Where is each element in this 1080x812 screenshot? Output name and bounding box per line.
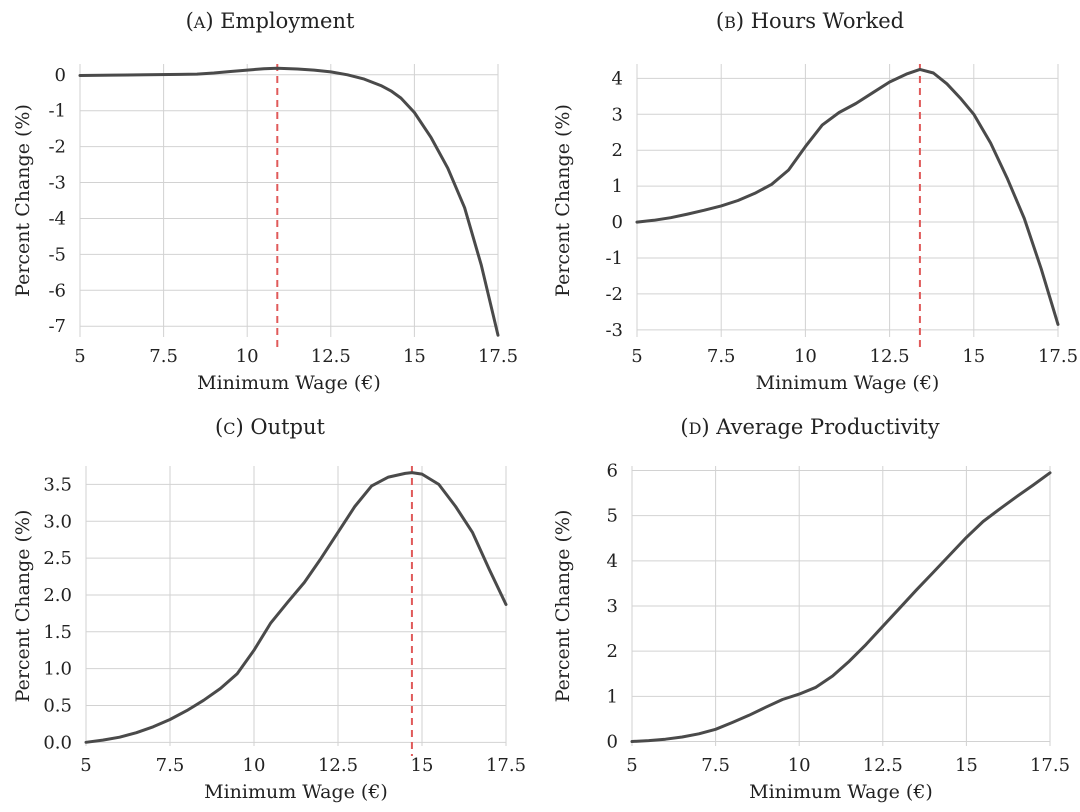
x-tick-label: 5 <box>631 346 642 367</box>
y-tick-label: 0.5 <box>43 695 72 716</box>
y-tick-label: -3 <box>48 173 66 194</box>
panel-average-productivity: 5 7.5 10 12.5 15 17.5 6 5 4 3 2 1 0 Minimum Wage (€) P… <box>540 406 1080 812</box>
x-tick-label: 17.5 <box>1030 755 1070 776</box>
x-tick-label: 12.5 <box>870 346 910 367</box>
y-tick-label: 0.0 <box>43 732 72 753</box>
y-tick-label: -2 <box>48 137 66 158</box>
chart-employment: 5 7.5 10 12.5 15 17.5 0 -1 -2 -3 -4 -5 -6 -7 Minimum W… <box>12 9 518 394</box>
y-tick-label: -6 <box>48 280 66 301</box>
y-tick-label: 0 <box>607 731 618 752</box>
x-tick-label: 15 <box>403 346 426 367</box>
x-tick-label: 7.5 <box>701 755 730 776</box>
x-tick-label: 10 <box>243 755 266 776</box>
x-axis-label: Minimum Wage (€) <box>756 372 940 394</box>
x-tick-label: 17.5 <box>478 346 518 367</box>
y-tick-label: 0 <box>55 65 66 86</box>
y-axis-label: Percent Change (%) <box>552 104 574 297</box>
series-line <box>635 67 1060 326</box>
panel-title: (D) Average Productivity <box>680 415 939 439</box>
y-tick-label: -2 <box>605 284 623 305</box>
y-tick-label: 1.5 <box>43 622 72 643</box>
y-axis-label: Percent Change (%) <box>552 510 574 703</box>
panel-title-text: Average Productivity <box>715 415 939 439</box>
x-tick-label: 10 <box>788 755 811 776</box>
panel-employment: 5 7.5 10 12.5 15 17.5 0 -1 -2 -3 -4 -5 -6 -7 Minimum W… <box>0 0 540 406</box>
x-tick-label: 12.5 <box>863 755 903 776</box>
y-tick-label: -3 <box>605 320 623 341</box>
y-tick-label: 4 <box>612 68 623 89</box>
x-tick-label: 10 <box>236 346 259 367</box>
y-tick-label: -7 <box>48 316 66 337</box>
x-tick-label: 12.5 <box>311 346 351 367</box>
x-tick-label: 15 <box>411 755 434 776</box>
y-tick-label: 3 <box>612 104 623 125</box>
y-axis-label: Percent Change (%) <box>12 104 34 297</box>
panel-title: (C) Output <box>215 415 325 439</box>
y-tick-label: 1 <box>607 686 618 707</box>
x-tick-label: 17.5 <box>486 755 526 776</box>
panel-letter: A <box>193 13 206 32</box>
y-tick-label: 1 <box>612 176 623 197</box>
series-line <box>630 471 1052 743</box>
panel-output: 5 7.5 10 12.5 15 17.5 0.0 0.5 1.0 1.5 2.0 2.5 3.0 3.5… <box>0 406 540 812</box>
y-axis-label: Percent Change (%) <box>12 510 34 703</box>
y-tick-label: 1.0 <box>43 659 72 680</box>
x-tick-label: 7.5 <box>707 346 736 367</box>
series-line <box>84 471 508 744</box>
x-tick-label: 5 <box>74 346 85 367</box>
y-tick-label: -4 <box>48 208 66 229</box>
y-tick-label: 3.0 <box>43 511 72 532</box>
panel-hours-worked: 5 7.5 10 12.5 15 17.5 4 3 2 1 0 -1 -2 -3 Minimum Wage … <box>540 0 1080 406</box>
panel-title: (B) Hours Worked <box>716 9 904 33</box>
y-tick-label: 2.5 <box>43 548 72 569</box>
y-tick-label: 3 <box>607 596 618 617</box>
x-axis-label: Minimum Wage (€) <box>197 372 381 394</box>
chart-output: 5 7.5 10 12.5 15 17.5 0.0 0.5 1.0 1.5 2.0 2.5 3.0 3.5… <box>12 415 526 803</box>
x-tick-label: 17.5 <box>1038 346 1078 367</box>
panel-letter: C <box>223 419 235 438</box>
y-tick-label: 5 <box>607 506 618 527</box>
x-tick-label: 5 <box>626 755 637 776</box>
x-tick-label: 5 <box>80 755 91 776</box>
y-tick-label: 2 <box>607 641 618 662</box>
y-tick-label: -1 <box>48 101 66 122</box>
y-tick-label: 4 <box>607 551 618 572</box>
panel-title: (A) Employment <box>186 9 355 33</box>
x-tick-label: 10 <box>794 346 817 367</box>
x-tick-label: 7.5 <box>156 755 185 776</box>
series-line <box>78 66 500 337</box>
y-tick-label: 2.0 <box>43 585 72 606</box>
x-axis-label: Minimum Wage (€) <box>204 781 388 803</box>
y-tick-label: -5 <box>48 244 66 265</box>
y-tick-label: 2 <box>612 140 623 161</box>
x-tick-label: 15 <box>955 755 978 776</box>
y-tick-label: 3.5 <box>43 474 72 495</box>
panel-title-text: Hours Worked <box>751 9 904 33</box>
panel-letter: B <box>724 13 736 32</box>
y-tick-label: 0 <box>612 212 623 233</box>
panel-letter: D <box>689 419 702 438</box>
x-tick-label: 15 <box>962 346 985 367</box>
x-tick-label: 12.5 <box>318 755 358 776</box>
y-tick-label: 6 <box>607 461 618 482</box>
x-tick-label: 7.5 <box>149 346 178 367</box>
panel-title-text: Output <box>250 415 325 439</box>
y-tick-label: -1 <box>605 248 623 269</box>
x-axis-label: Minimum Wage (€) <box>749 781 933 803</box>
panel-title-text: Employment <box>220 9 355 33</box>
